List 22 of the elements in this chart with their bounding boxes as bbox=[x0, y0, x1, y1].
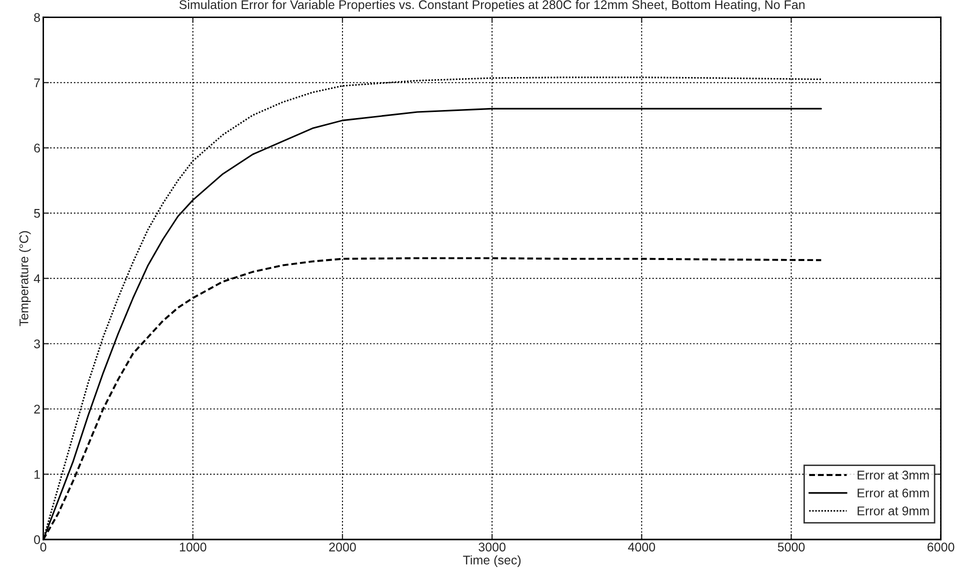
x-tick-label: 0 bbox=[40, 542, 46, 552]
x-tick-label: 5000 bbox=[778, 542, 805, 552]
y-tick-label: 6 bbox=[34, 144, 40, 153]
x-tick-label: 4000 bbox=[628, 542, 656, 552]
y-tick-label: 8 bbox=[34, 13, 40, 22]
y-tick-label: 3 bbox=[34, 339, 40, 348]
x-tick-label: 3000 bbox=[478, 542, 506, 552]
y-tick-label: 7 bbox=[34, 78, 40, 88]
y-tick-label: 2 bbox=[34, 404, 40, 414]
y-tick-label: 4 bbox=[34, 274, 40, 283]
legend-label: Error at 3mm bbox=[858, 470, 929, 480]
legend-label: Error at 6mm bbox=[858, 488, 929, 498]
y-tick-label: 0 bbox=[34, 535, 40, 544]
x-tick-label: 6000 bbox=[928, 542, 954, 552]
x-tick-label: 1000 bbox=[180, 542, 206, 552]
legend-label: Error at 9mm bbox=[858, 506, 929, 516]
chart-title: Simulation Error for Variable Properties vs. Constant Propeties at 280C for 12mm Sheet, Bottom Heating, No Fan bbox=[179, 0, 804, 12]
y-tick-label: 1 bbox=[34, 470, 40, 479]
x-tick-label: 2000 bbox=[329, 542, 356, 552]
x-axis-title: Time (sec) bbox=[463, 555, 521, 567]
y-axis-title: Temperature (°C) bbox=[19, 231, 31, 326]
y-tick-label: 5 bbox=[34, 209, 40, 218]
